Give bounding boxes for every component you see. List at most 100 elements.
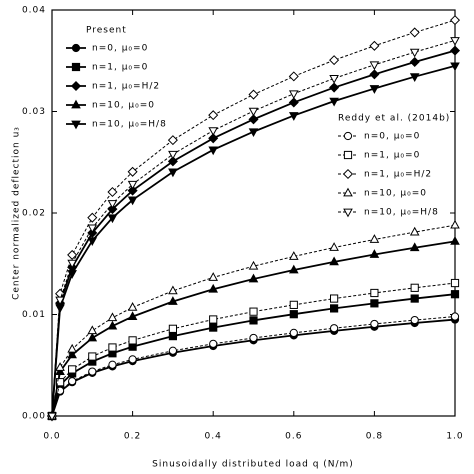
marker [248,89,259,100]
legend-marker [343,208,353,218]
marker [410,283,419,292]
marker [208,110,219,121]
marker [329,55,340,66]
marker [107,320,118,330]
marker [248,273,259,283]
marker [208,133,219,144]
marker [67,259,77,269]
marker [450,312,460,321]
marker [289,300,298,309]
marker [168,296,178,305]
marker [87,212,98,223]
legend-label: n=1, μ₀=H/2 [92,82,160,92]
marker [329,75,339,84]
marker [369,234,380,243]
marker [330,294,339,303]
marker [370,299,379,308]
y-axis-label: Center normalized deflection u₃ [12,126,22,300]
marker [249,307,258,316]
legend-marker [343,131,353,141]
marker [288,90,299,100]
series-line [51,19,456,417]
legend-label: n=1, μ₀=H/2 [364,170,432,180]
marker [450,290,460,299]
marker [168,285,178,295]
marker [288,112,299,121]
x-tick-label: 0.4 [205,432,222,442]
y-tick-label: 0.03 [22,107,46,117]
marker [107,214,118,224]
marker [288,251,299,260]
marker [289,310,298,319]
marker [168,168,178,178]
legend-label: n=1, μ₀=0 [364,151,420,161]
marker [409,27,420,38]
marker [409,48,420,58]
marker [87,325,98,335]
marker [107,186,118,198]
marker [450,62,460,72]
legend-title: Present [86,26,127,36]
marker [108,343,117,352]
legend-marker [71,43,81,53]
legend-label: n=10, μ₀=0 [92,101,155,111]
y-tick-label: 0.01 [22,310,46,320]
x-tick-label: 0.0 [43,432,60,442]
marker [249,333,258,343]
x-axis-label: Sinusoidally distributed load q (N/m) [152,460,354,470]
marker [209,323,218,332]
marker [209,315,218,324]
marker [449,45,461,56]
marker [449,15,461,26]
legend-marker [343,150,353,160]
x-tick-label: 1.0 [446,432,463,442]
marker [168,346,177,355]
marker [369,40,380,51]
marker [248,260,259,270]
legend-label: n=10, μ₀=H/8 [92,120,167,130]
marker [248,128,259,138]
marker [68,365,77,374]
legend-label: n=1, μ₀=0 [92,63,148,73]
marker [329,256,339,266]
marker [409,242,420,252]
marker [330,324,339,333]
legend-label: n=10, μ₀=H/8 [364,208,439,218]
marker [168,150,178,160]
series-line [51,224,456,417]
marker [208,283,219,293]
marker [67,270,77,279]
marker [410,315,419,325]
legend-marker [70,80,82,92]
legend-marker [71,62,81,72]
marker [409,56,420,67]
marker [167,156,178,167]
marker [127,166,138,177]
y-tick-label: 0.04 [22,6,46,16]
marker [288,97,299,108]
y-tick-label: 0.02 [22,209,46,219]
marker [370,288,379,298]
marker [369,61,380,71]
marker [208,146,219,156]
x-tick-label: 0.8 [366,432,383,442]
marker [248,114,259,125]
marker [329,242,339,251]
marker [168,332,178,341]
marker [288,264,299,274]
marker [208,272,219,281]
marker [409,73,420,83]
marker [249,316,258,325]
marker [55,366,65,376]
marker [87,332,98,342]
marker [55,362,65,371]
x-tick-label: 0.2 [124,432,141,442]
marker [107,312,118,322]
legend-label: n=0, μ₀=0 [92,44,148,54]
marker [68,377,77,386]
marker [128,336,137,345]
marker [55,378,65,387]
legend-marker [71,120,81,130]
marker [168,324,178,333]
